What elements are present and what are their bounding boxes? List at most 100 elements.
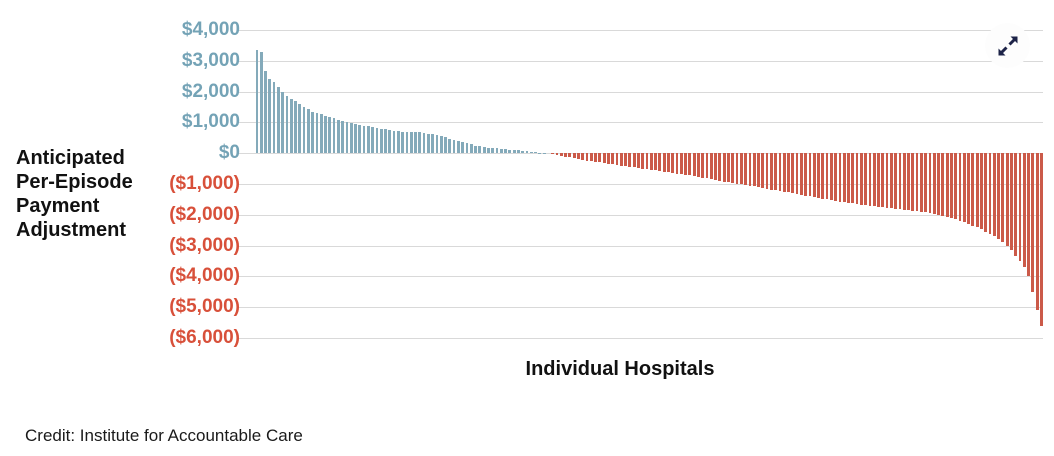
bar [735, 153, 739, 184]
y-tick-label: ($4,000) [169, 265, 240, 287]
bar [971, 153, 975, 226]
bar [555, 153, 559, 155]
bar [388, 130, 392, 154]
bar [598, 153, 602, 163]
bar [521, 150, 525, 154]
bar [859, 153, 863, 205]
bar [958, 153, 962, 221]
bar [1040, 153, 1043, 326]
y-tick-label: $0 [218, 142, 240, 164]
bar [697, 153, 700, 177]
bar [568, 153, 572, 158]
bar [877, 153, 880, 207]
bar [902, 153, 906, 210]
bar [1005, 153, 1009, 246]
bar [709, 153, 713, 180]
bar [332, 118, 336, 154]
bar [281, 92, 285, 154]
bar [765, 153, 769, 189]
bar [366, 126, 370, 154]
gridline [237, 184, 1043, 185]
bar [1014, 153, 1018, 257]
bar [349, 123, 353, 154]
bar [362, 125, 366, 154]
bar [418, 132, 422, 154]
bar [799, 153, 803, 195]
bar [739, 153, 743, 185]
bar [718, 153, 722, 181]
bar [937, 153, 940, 215]
bar [992, 153, 996, 237]
bar [315, 113, 319, 154]
bar [448, 138, 452, 154]
y-tick-label: $4,000 [181, 19, 240, 40]
bar [787, 153, 790, 193]
bar [478, 146, 482, 154]
bar [864, 153, 868, 206]
bar [611, 153, 615, 165]
bar [624, 153, 627, 167]
bar [628, 153, 632, 167]
y-tick-label: ($3,000) [169, 234, 240, 256]
bar [928, 153, 932, 214]
bar [761, 153, 765, 188]
expand-button[interactable] [985, 23, 1030, 68]
bar [615, 153, 619, 165]
bar [426, 133, 430, 154]
bar [889, 153, 893, 209]
bar [812, 153, 816, 198]
bar [585, 153, 589, 161]
bar [345, 122, 349, 154]
bar [675, 153, 679, 174]
bar [465, 143, 469, 154]
bar [984, 153, 988, 232]
gridline [237, 60, 1043, 62]
bar [508, 149, 512, 154]
bar [392, 130, 396, 154]
bar [667, 153, 670, 173]
bar [924, 153, 928, 213]
bar [817, 153, 820, 198]
bar [607, 153, 610, 164]
bar [272, 82, 276, 154]
bar [688, 153, 692, 176]
bar [975, 153, 979, 228]
bar [744, 153, 747, 185]
expand-icon [994, 32, 1022, 60]
bar [504, 149, 507, 154]
bar [962, 153, 966, 223]
bar [868, 153, 872, 206]
bar [727, 153, 730, 183]
bar [517, 150, 520, 154]
bar [302, 107, 306, 154]
bar [409, 131, 413, 154]
bar [255, 50, 259, 154]
gridline [237, 245, 1043, 247]
bar [872, 153, 876, 207]
bar [564, 153, 567, 157]
bar [559, 153, 563, 157]
gridline [237, 276, 1043, 278]
bar [757, 153, 760, 188]
y-tick-label: ($5,000) [169, 296, 240, 318]
bar [769, 153, 773, 190]
bar [632, 153, 636, 168]
bar [551, 153, 555, 154]
y-tick-label: $3,000 [181, 49, 240, 71]
bar [654, 153, 657, 171]
bar [919, 153, 923, 212]
bar [341, 120, 345, 154]
bar [954, 153, 958, 220]
bar [804, 153, 808, 196]
bar [649, 153, 653, 170]
bar [932, 153, 936, 214]
y-axis-title: Anticipated Per-Episode Payment Adjustme… [16, 147, 133, 241]
bar [499, 148, 503, 154]
bar [396, 131, 400, 154]
bar [491, 147, 495, 154]
bar [525, 151, 529, 154]
bar [834, 153, 838, 201]
bar [461, 142, 465, 154]
bar [911, 153, 915, 211]
